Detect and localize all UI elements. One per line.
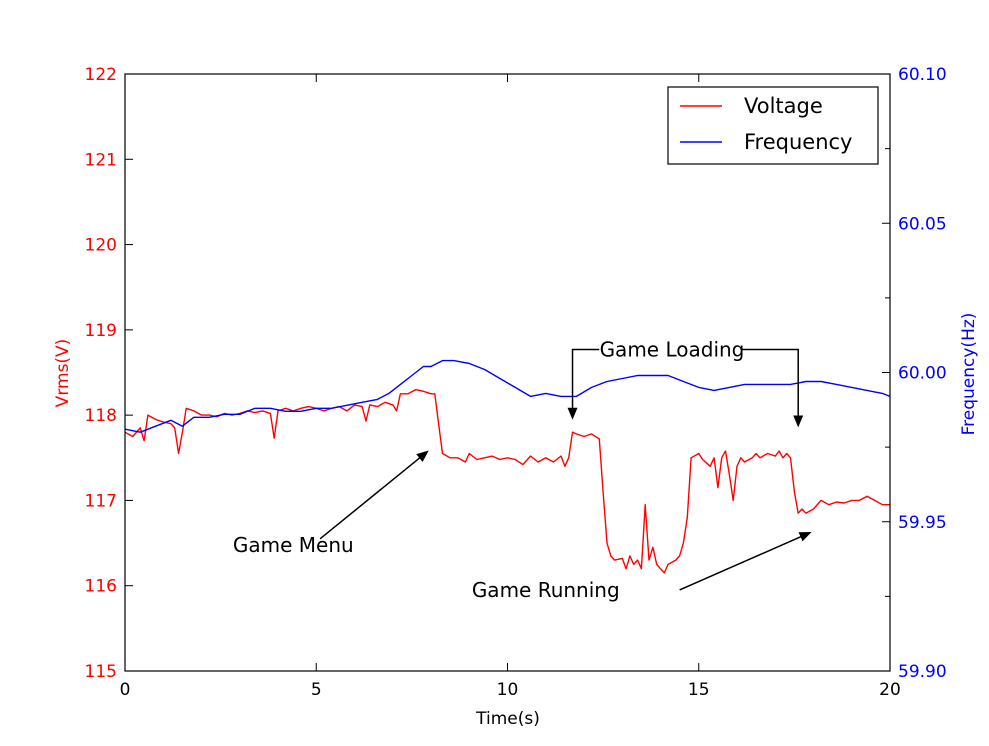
legend-label-frequency: Frequency [744, 130, 853, 154]
y-right-tick-label: 60.00 [898, 364, 947, 384]
tick-layer: 0 5 10 15 20 115 116 117 118 119 120 121 122 59.90 59.… [85, 65, 947, 700]
x-tick-label: 10 [497, 680, 519, 700]
x-tick-label: 5 [311, 680, 322, 700]
y-right-tick-label: 60.10 [898, 65, 947, 85]
x-tick-label: 15 [688, 680, 710, 700]
annotation-label-game-loading: Game Loading [600, 337, 745, 361]
legend-label-voltage: Voltage [744, 94, 823, 118]
legend: Voltage Frequency [667, 86, 879, 165]
y-left-tick-label: 118 [85, 406, 117, 426]
y-axis-left-title: Vrms(V) [53, 339, 73, 408]
y-left-tick-label: 115 [85, 662, 117, 682]
y-left-tick-label: 116 [85, 577, 117, 597]
annotation-label-game-menu: Game Menu [233, 533, 354, 557]
series-line-voltage [124, 388, 890, 574]
y-left-tick-label: 120 [85, 236, 117, 256]
annotation-arrow-game-loading [740, 348, 804, 428]
series-layer [124, 359, 891, 574]
y-left-tick-label: 117 [85, 491, 117, 511]
annotation-arrow-game-menu [319, 450, 429, 540]
x-tick-label: 0 [120, 680, 131, 700]
annotation-arrow-game-running [679, 532, 812, 591]
annotation-layer: Game Menu Game Running Game Loading [233, 337, 812, 602]
y-right-tick-label: 59.90 [898, 662, 947, 682]
x-axis-title: Time(s) [475, 709, 540, 729]
y-right-tick-label: 60.05 [898, 214, 947, 234]
legend-box [667, 86, 879, 165]
series-line-frequency [124, 359, 891, 433]
annotation-arrow-game-loading [567, 348, 600, 420]
y-axis-right-title: Frequency(Hz) [959, 313, 979, 436]
y-left-tick-label: 119 [85, 321, 117, 341]
x-tick-label: 20 [879, 680, 901, 700]
y-right-tick-label: 59.95 [898, 513, 947, 533]
y-left-tick-label: 121 [85, 150, 117, 170]
annotation-label-game-running: Game Running [472, 578, 620, 602]
y-left-tick-label: 122 [85, 65, 117, 85]
